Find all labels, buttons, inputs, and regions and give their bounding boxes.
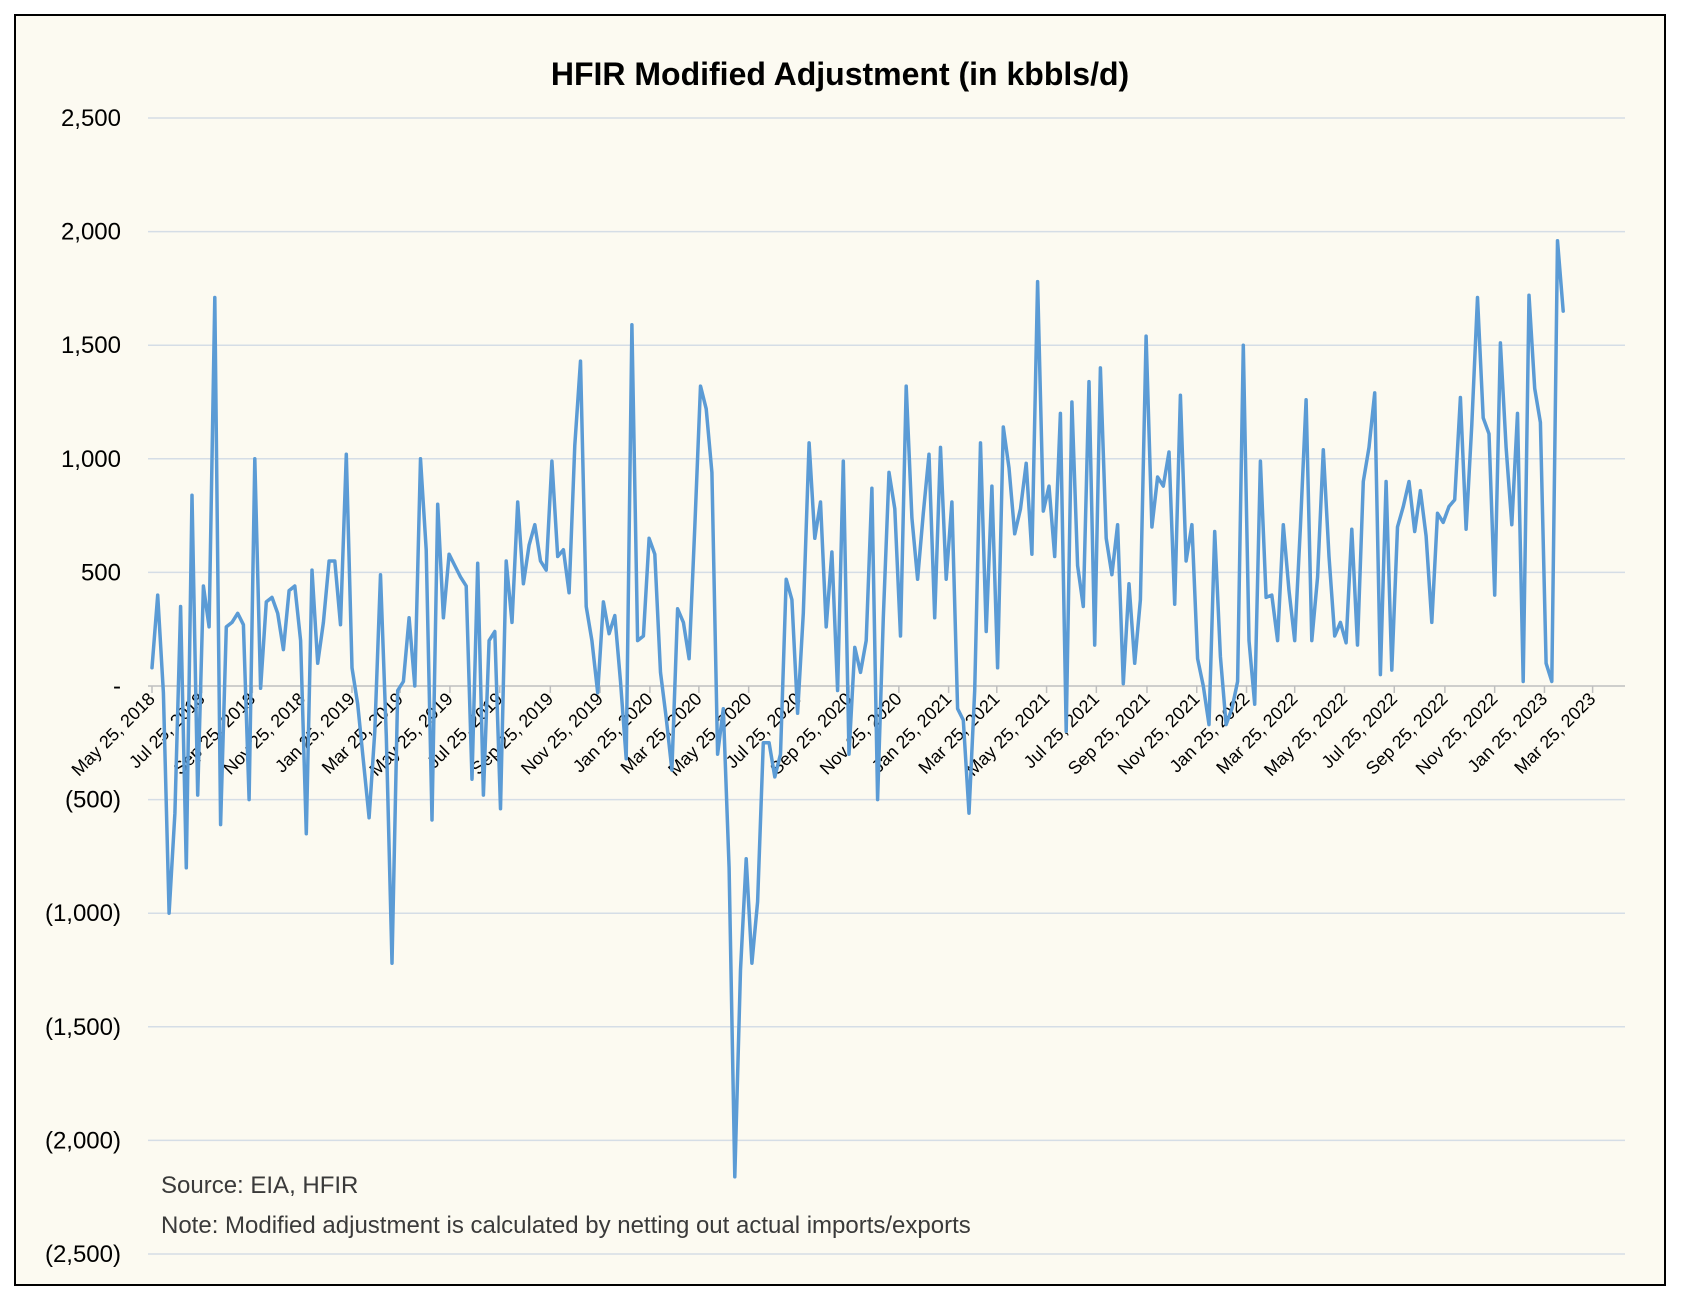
method-note: Note: Modified adjustment is calculated …: [161, 1212, 971, 1239]
chart-title: HFIR Modified Adjustment (in kbbls/d): [550, 56, 1130, 92]
y-tick-label: 1,500: [61, 332, 121, 359]
chart-notes: Source: EIA, HFIR Note: Modified adjustme…: [161, 1172, 971, 1239]
y-tick-label: 500: [81, 559, 121, 586]
y-tick-label: 2,500: [61, 105, 121, 132]
y-tick-label: -: [113, 673, 121, 700]
source-note: Source: EIA, HFIR: [161, 1172, 358, 1199]
y-tick-label: (500): [65, 787, 121, 814]
y-tick-label: (1,000): [45, 900, 121, 927]
y-tick-label: (2,000): [45, 1127, 121, 1154]
y-tick-label: (2,500): [45, 1241, 121, 1268]
series-line: [150, 238, 1565, 1179]
y-tick-label: 1,000: [61, 446, 121, 473]
y-tick-label: 2,000: [61, 219, 121, 246]
y-tick-label: (1,500): [45, 1014, 121, 1041]
series-layer: [150, 238, 1565, 1179]
y-axis-tick-labels: 2,500 2,000 1,500 1,000 500 - (500) (1,000) (1,5…: [45, 105, 121, 1268]
